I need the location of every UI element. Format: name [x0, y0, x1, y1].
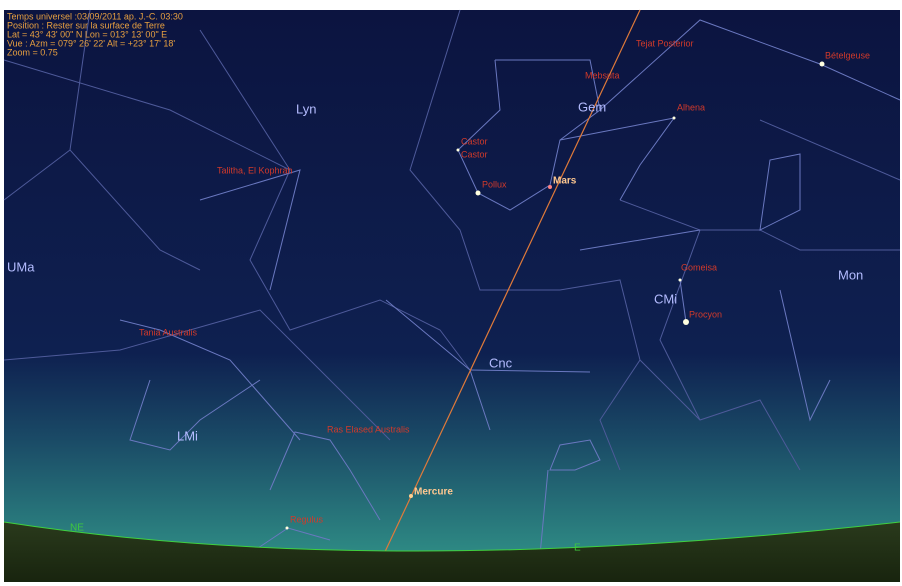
constellation-label: Lyn	[296, 101, 316, 116]
star-label: Pollux	[482, 179, 507, 189]
constellation-label: CMi	[654, 291, 677, 306]
star-label: Tejat Posterior	[636, 38, 694, 48]
star-label: Ras Elased Australis	[327, 424, 410, 434]
star-label: Procyon	[689, 309, 722, 319]
constellation-label: LMi	[177, 428, 198, 443]
star-label: Castor	[461, 136, 488, 146]
cardinal-label: E	[574, 543, 581, 554]
constellation-label: UMa	[7, 259, 35, 274]
constellation-label: Cnc	[489, 355, 513, 370]
star-label: Castor	[461, 149, 488, 159]
planet-label: Mercure	[414, 487, 453, 498]
star-label: Mebsuta	[585, 70, 620, 80]
info-line: Zoom = 0.75	[7, 47, 58, 57]
star-label: Gomeisa	[681, 262, 717, 272]
cardinal-label: NE	[70, 523, 84, 534]
star-label: Talitha, El Kophrah	[217, 165, 293, 175]
planet-label: Mars	[553, 176, 577, 187]
constellation-label: Mon	[838, 267, 863, 282]
star-label: Alhena	[677, 102, 705, 112]
star-label: Regulus	[290, 514, 324, 524]
star-label: Tania Australis	[139, 327, 198, 337]
star-label: Bételgeuse	[825, 50, 870, 60]
constellation-label: Gem	[578, 99, 606, 114]
sky-view: Temps universel :03/09/2011 ap. J.-C. 03…	[0, 0, 902, 586]
page: Temps universel :03/09/2011 ap. J.-C. 03…	[0, 0, 902, 586]
